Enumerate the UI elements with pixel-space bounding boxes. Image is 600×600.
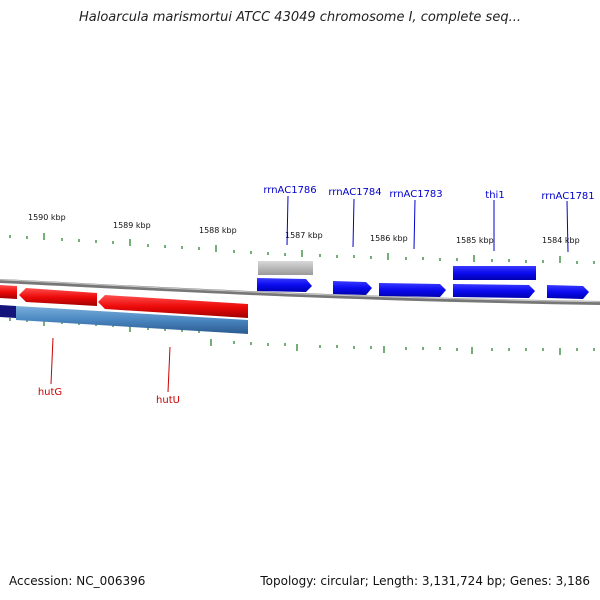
gene-label-hutG[interactable]: hutG	[38, 387, 62, 398]
scale-label: 1587 kbp	[285, 231, 323, 240]
reverse-gene[interactable]	[0, 285, 17, 299]
upper-tick-track	[9, 233, 595, 264]
gene-label-rrnAC1786[interactable]: rrnAC1786	[263, 185, 316, 196]
gene-label-rrnAC1783[interactable]: rrnAC1783	[389, 189, 442, 200]
reverse-gene-hutU[interactable]	[98, 295, 248, 318]
scale-label: 1585 kbp	[456, 236, 494, 245]
gene-label-rrnAC1781[interactable]: rrnAC1781	[541, 191, 594, 202]
gene-label-rrnAC1784[interactable]: rrnAC1784	[328, 187, 381, 198]
map-title: Haloarcula marismortui ATCC 43049 chromo…	[79, 10, 521, 25]
reverse-gene-hutG[interactable]	[19, 288, 97, 306]
scale-label: 1590 kbp	[28, 213, 66, 222]
scale-label: 1589 kbp	[113, 221, 151, 230]
label-leader	[566, 200, 569, 253]
accession-text: Accession: NC_006396	[9, 574, 146, 588]
forward-gene[interactable]	[257, 278, 312, 292]
forward-gene[interactable]	[379, 283, 446, 297]
label-leader	[50, 337, 54, 385]
label-leader	[167, 346, 171, 393]
gene-label-thi1[interactable]: thi1	[485, 190, 504, 201]
scale-label: 1588 kbp	[199, 226, 237, 235]
label-leader	[352, 198, 355, 248]
label-leader	[413, 199, 416, 250]
label-leader	[286, 195, 289, 246]
forward-gene[interactable]	[453, 266, 536, 280]
forward-gene[interactable]	[453, 284, 535, 298]
forward-gene[interactable]	[547, 285, 589, 299]
reverse-feature[interactable]	[0, 305, 16, 318]
rna-feature[interactable]	[258, 261, 313, 275]
scale-label: 1586 kbp	[370, 234, 408, 243]
topology-summary: Topology: circular; Length: 3,131,724 bp…	[260, 574, 590, 588]
chromosome-backbone	[0, 279, 600, 305]
scale-label: 1584 kbp	[542, 236, 580, 245]
forward-gene[interactable]	[333, 281, 372, 295]
gene-label-hutU[interactable]: hutU	[156, 395, 180, 406]
reverse-feature-long[interactable]	[16, 306, 248, 334]
